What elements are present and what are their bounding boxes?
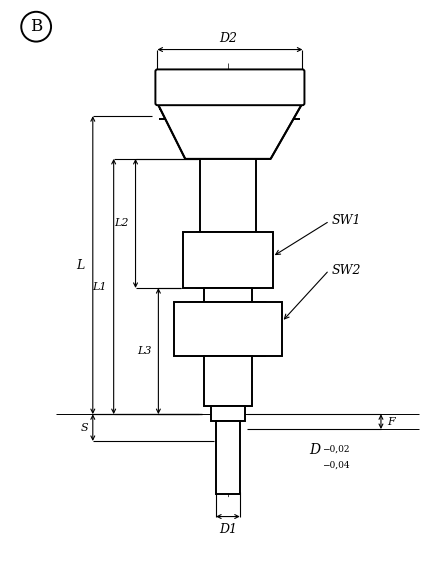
Text: F: F: [387, 416, 395, 427]
Text: −0,02: −0,02: [322, 445, 350, 454]
Bar: [200, 159, 256, 233]
Polygon shape: [157, 103, 303, 159]
Bar: [183, 233, 272, 288]
FancyBboxPatch shape: [155, 70, 304, 105]
Bar: [204, 288, 252, 302]
Text: SW2: SW2: [331, 264, 361, 277]
Text: D1: D1: [219, 523, 237, 535]
Text: L: L: [77, 259, 85, 271]
Text: D: D: [310, 443, 320, 457]
Text: L1: L1: [92, 281, 107, 292]
Text: D2: D2: [219, 31, 237, 45]
Text: L2: L2: [114, 219, 129, 229]
Text: −0,04: −0,04: [322, 461, 350, 470]
Text: SW1: SW1: [331, 214, 361, 227]
Text: B: B: [30, 18, 42, 35]
Text: S: S: [80, 423, 88, 433]
Bar: [216, 421, 240, 494]
Text: L3: L3: [137, 346, 151, 356]
Bar: [204, 356, 252, 406]
Bar: [174, 302, 282, 356]
Bar: [211, 406, 245, 421]
